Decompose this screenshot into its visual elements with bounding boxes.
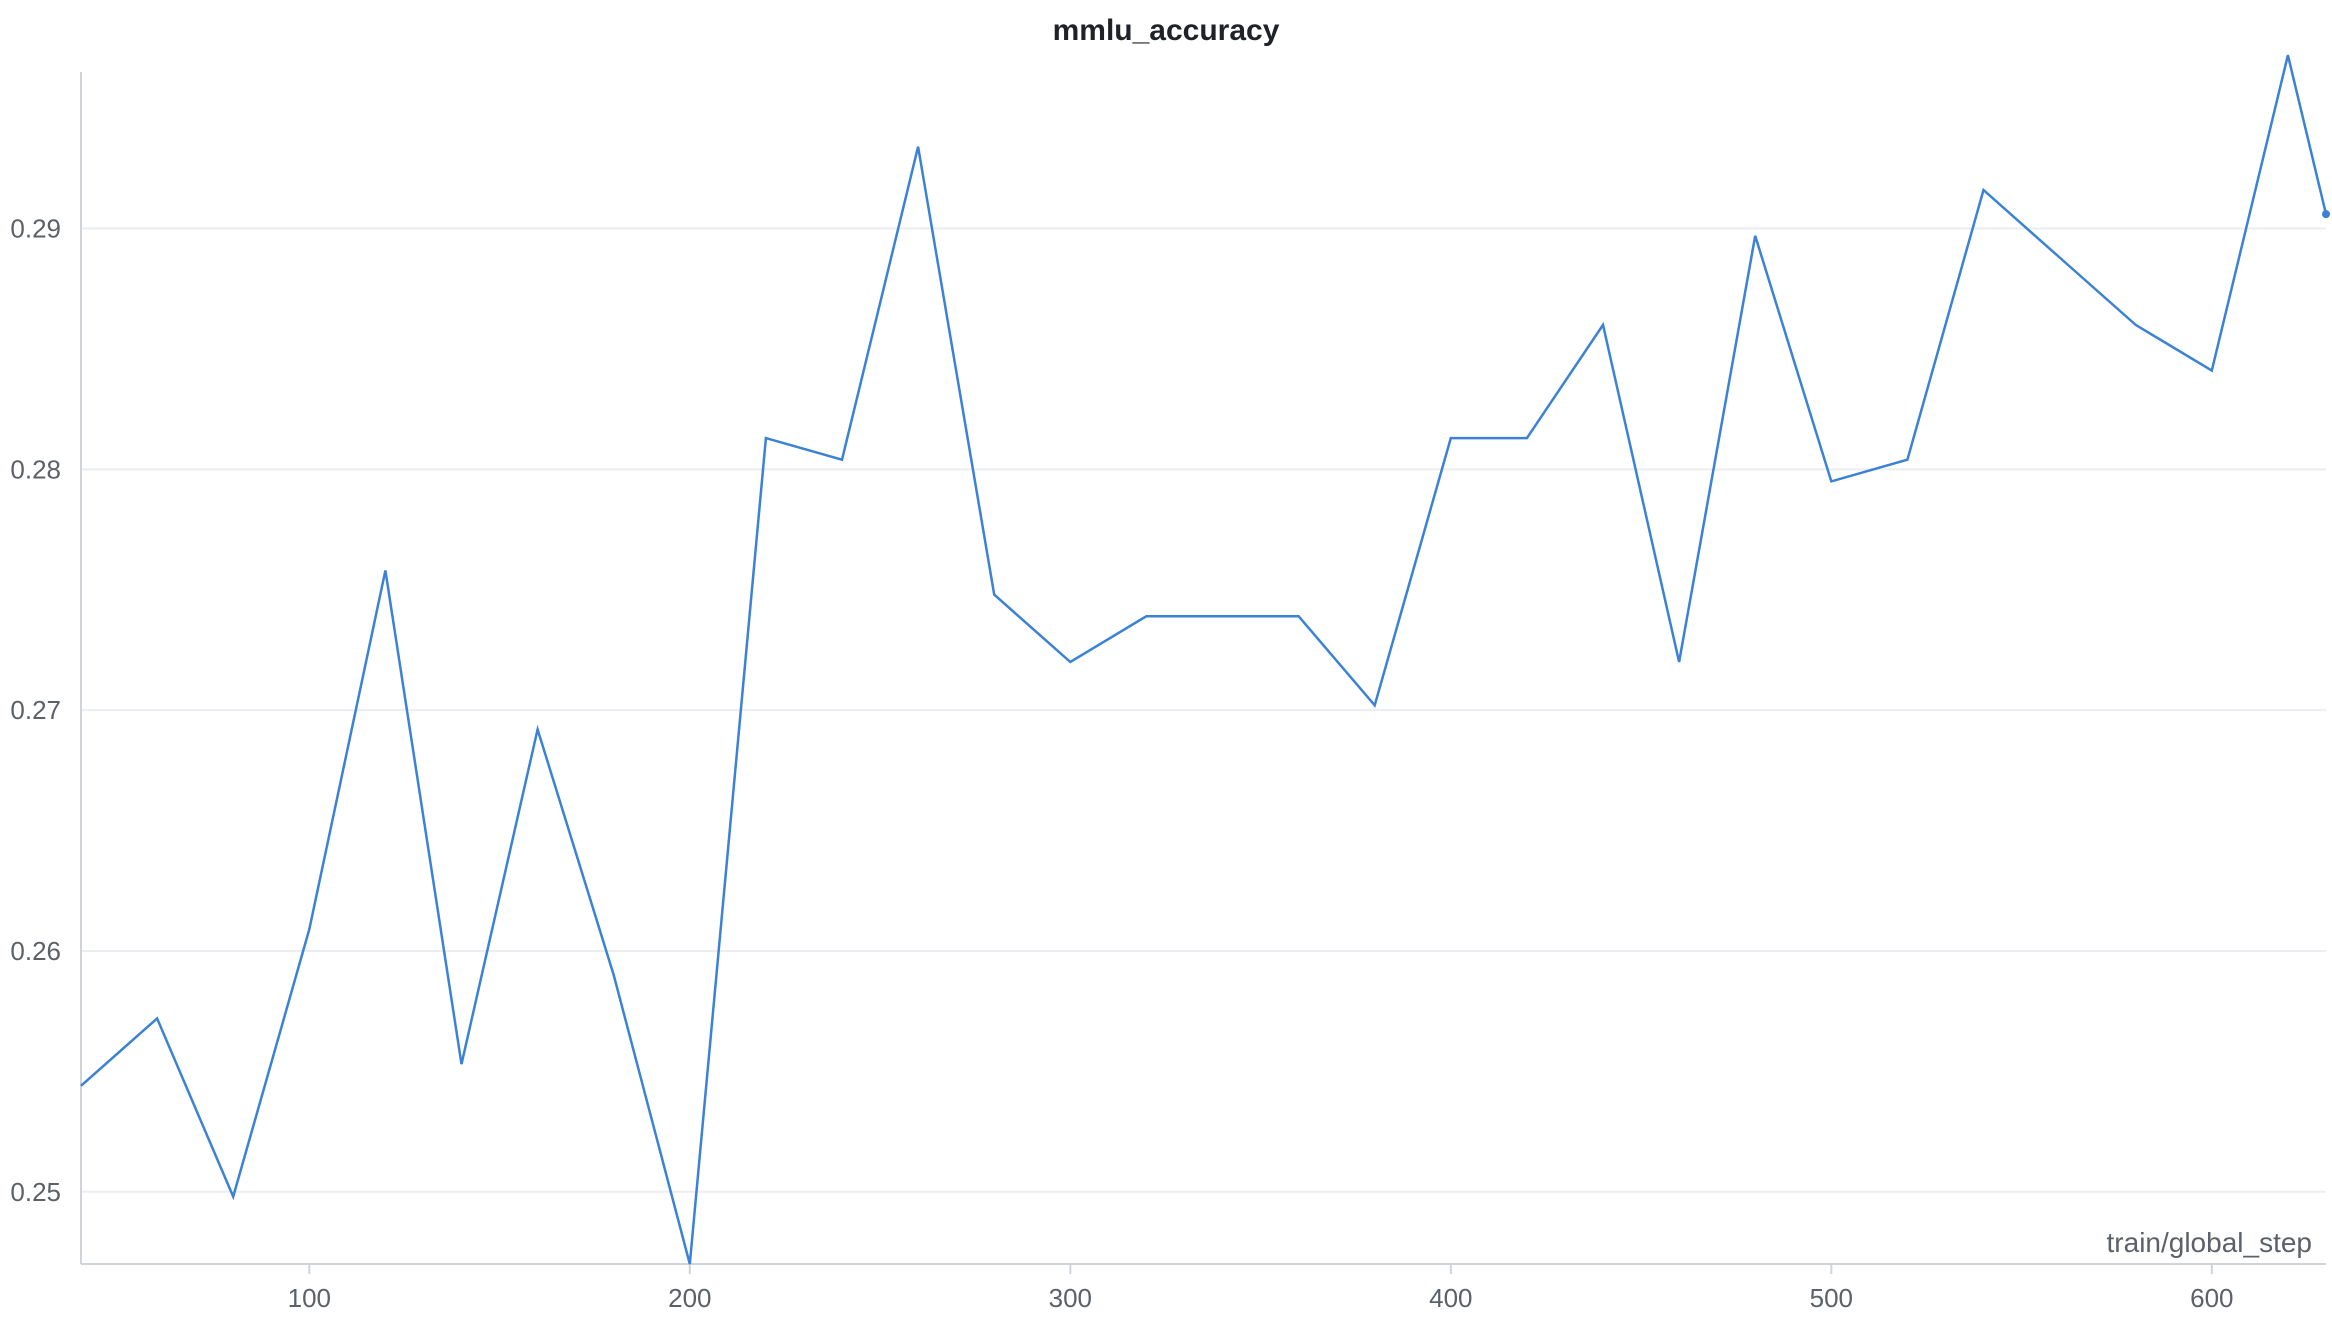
x-axis-title: train/global_step <box>2107 1227 2312 1258</box>
y-tick-label: 0.25 <box>10 1177 61 1207</box>
x-tick-label: 400 <box>1429 1283 1472 1313</box>
series-line <box>80 54 2328 1265</box>
y-tick-label: 0.26 <box>10 936 61 966</box>
x-tick-label: 500 <box>1810 1283 1853 1313</box>
x-tick-label: 100 <box>288 1283 331 1313</box>
x-tick-label: 200 <box>668 1283 711 1313</box>
x-tick-label: 600 <box>2190 1283 2233 1313</box>
chart-title: mmlu_accuracy <box>1052 14 1280 47</box>
y-tick-label: 0.27 <box>10 695 61 725</box>
y-tick-label: 0.29 <box>10 214 61 244</box>
y-tick-label: 0.28 <box>10 454 61 484</box>
last-point-marker <box>2322 210 2330 219</box>
x-tick-label: 300 <box>1049 1283 1092 1313</box>
